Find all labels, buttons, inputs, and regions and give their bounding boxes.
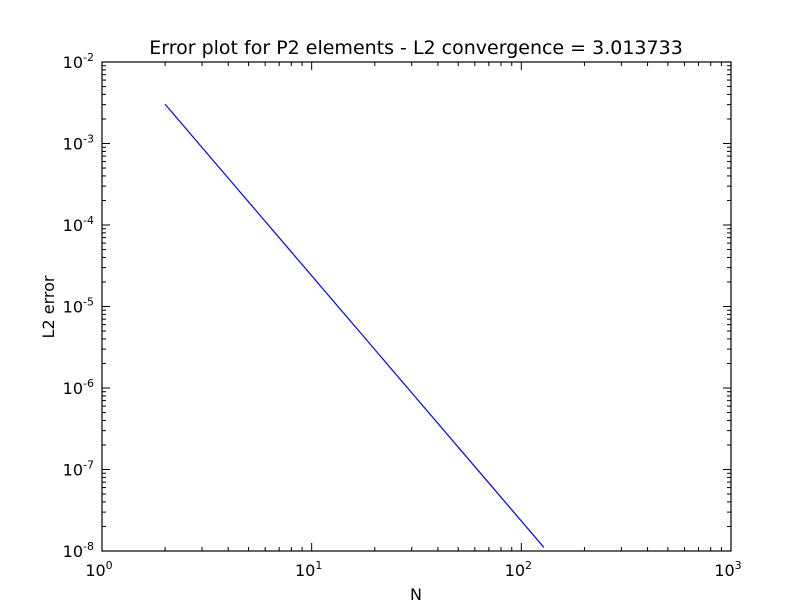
series-line-0	[164, 103, 545, 548]
y-tick-label: 10-7	[63, 459, 94, 480]
y-tick-label: 10-4	[63, 214, 94, 235]
x-tick-label: 101	[295, 559, 322, 580]
x-axis-label: N	[410, 585, 422, 604]
plot-area: 100 101 102 103 10-8 10-7 10-6 10-5 10-4 10-3 10-2	[63, 51, 742, 580]
y-tick-label: 10-6	[63, 377, 94, 398]
chart-title: Error plot for P2 elements - L2 converge…	[149, 37, 683, 59]
y-tick-label: 10-2	[63, 51, 94, 72]
y-axis-label: L2 error	[39, 275, 58, 338]
y-tick-label: 10-5	[63, 296, 94, 317]
x-tick-label: 100	[85, 559, 112, 580]
x-tick-label: 103	[714, 559, 741, 580]
y-tick-label: 10-3	[63, 133, 94, 154]
plot-frame	[101, 61, 732, 552]
y-tick-label: 10-8	[63, 540, 94, 561]
x-tick-label: 102	[505, 559, 532, 580]
